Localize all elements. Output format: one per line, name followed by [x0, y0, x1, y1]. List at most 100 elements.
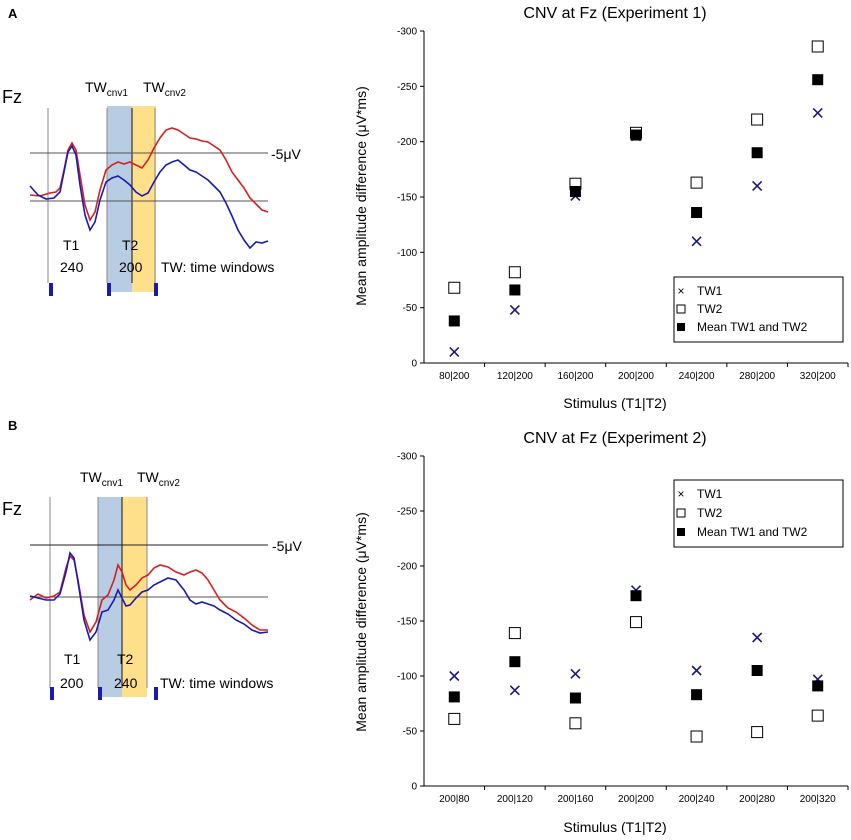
legend-box	[673, 276, 844, 343]
tw1-point	[509, 685, 520, 696]
mean-point	[812, 74, 824, 86]
legend-label-tw1: TW1	[697, 284, 723, 298]
channel-label: Fz	[2, 87, 22, 107]
y-tick-label: 0	[411, 782, 417, 793]
cnv-chart-experiment-2: CNV at Fz (Experiment 2) Stimulus (T1|T2…	[353, 430, 849, 835]
y-tick-label: -300	[397, 27, 417, 38]
mean-point	[630, 590, 642, 602]
x-tick-label: 120|200	[497, 371, 533, 382]
tw1-point	[449, 346, 460, 357]
x-axis-label: Stimulus (T1|T2)	[563, 819, 666, 835]
tw-cnv1-window	[107, 106, 132, 292]
tw1-point	[509, 304, 520, 315]
mean-point	[569, 692, 581, 704]
y-tick-label: 0	[411, 359, 417, 370]
tw2-point	[811, 40, 824, 53]
mean-point	[691, 689, 703, 701]
x-tick-label: 200|200	[618, 371, 654, 382]
y-tick-label: -250	[397, 507, 417, 518]
erp-blue-trace	[29, 551, 269, 642]
end-marker	[154, 283, 158, 296]
x-tick-label: 160|200	[557, 371, 593, 382]
x-tick-label: 200|240	[679, 794, 715, 805]
chart-title: CNV at Fz (Experiment 2)	[523, 430, 706, 447]
legend-label-mean: Mean TW1 and TW2	[697, 320, 808, 334]
t1-marker	[49, 283, 53, 296]
x-tick-label: 240|200	[679, 371, 715, 382]
tw2-point	[448, 281, 461, 294]
x-tick-label: 80|200	[439, 371, 470, 382]
time-window-note: TW: time windows	[161, 259, 274, 275]
t1-label: T1	[63, 237, 80, 253]
mean-point	[448, 691, 460, 703]
channel-label: Fz	[2, 499, 22, 519]
t1-value: 240	[60, 259, 84, 275]
tw2-point	[811, 709, 824, 722]
panel-b-erp: B Fz TWcnv1 TWcnv2 -5μV T1 200 T2 240 TW…	[2, 418, 303, 700]
x-tick-label: 200|160	[557, 794, 593, 805]
mean-point	[630, 129, 642, 141]
t1-value: 200	[60, 675, 84, 691]
tw-cnv1-label: TWcnv1	[80, 469, 123, 489]
x-tick-label: 200|320	[800, 794, 836, 805]
y-tick-label: -200	[397, 562, 417, 573]
legend-marker-tw1: ×	[677, 487, 684, 501]
scale-label: -5μV	[272, 538, 303, 554]
legend-box	[673, 479, 844, 548]
tw-cnv2-window	[132, 106, 156, 292]
tw1-point	[691, 665, 702, 676]
mean-point	[751, 147, 763, 159]
y-tick-label: -300	[397, 452, 417, 463]
y-tick-label: -150	[397, 617, 417, 628]
x-tick-label: 200|120	[497, 794, 533, 805]
legend-label-tw2: TW2	[697, 302, 723, 316]
chart-title: CNV at Fz (Experiment 1)	[523, 5, 706, 22]
y-ticks: 0 -50 -100 -150 -200 -250 -300	[397, 452, 424, 793]
y-ticks: 0 -50 -100 -150 -200 -250 -300	[397, 27, 424, 370]
tw1-point	[449, 670, 460, 682]
tw1-point	[752, 180, 763, 191]
data-marks	[448, 585, 824, 743]
legend: × TW1 TW2 Mean TW1 and TW2	[673, 479, 844, 548]
panel-a-erp: A Fz TWcnv1 TWcnv2 -5μV T1 240 T2 200 TW…	[2, 6, 302, 296]
legend-marker-tw2	[676, 508, 686, 518]
tw2-point	[690, 176, 703, 189]
tw1-point	[752, 632, 763, 643]
x-axis-label: Stimulus (T1|T2)	[563, 395, 666, 411]
legend-marker-tw2	[676, 304, 686, 314]
y-tick-label: -100	[397, 248, 417, 259]
tw2-point	[690, 730, 703, 743]
erp-blue-trace	[29, 144, 269, 250]
t2-label: T2	[117, 651, 134, 667]
mean-point	[691, 206, 703, 218]
tw2-point	[508, 266, 521, 279]
mean-point	[509, 284, 521, 296]
x-tick-label: 200|80	[439, 794, 470, 805]
erp-red-trace	[29, 127, 269, 222]
end-marker	[154, 687, 158, 700]
tw2-point	[751, 726, 764, 739]
legend-label-tw1: TW1	[697, 487, 723, 501]
y-axis-label: Mean amplitude difference (μV*ms)	[353, 86, 369, 305]
x-tick-label: 280|200	[739, 371, 775, 382]
y-tick-label: -50	[403, 727, 418, 738]
tw1-point	[812, 107, 823, 118]
y-tick-label: -150	[397, 193, 417, 204]
panel-a-label: A	[8, 6, 18, 21]
tw2-point	[751, 113, 764, 126]
tw1-point	[691, 236, 702, 247]
tw1-point	[570, 668, 581, 679]
y-tick-label: -100	[397, 672, 417, 683]
x-tick-label: 200|280	[739, 794, 775, 805]
scale-label: -5μV	[271, 146, 302, 162]
y-axis-label: Mean amplitude difference (μV*ms)	[353, 512, 369, 731]
panel-b-label: B	[8, 418, 17, 433]
mean-point	[812, 680, 824, 692]
t2-marker	[107, 283, 111, 296]
x-tick-label: 320|200	[800, 371, 836, 382]
tw2-point	[630, 616, 642, 629]
tw2-point	[508, 627, 521, 640]
t2-label: T2	[122, 237, 139, 253]
erp-red-trace	[29, 554, 268, 634]
